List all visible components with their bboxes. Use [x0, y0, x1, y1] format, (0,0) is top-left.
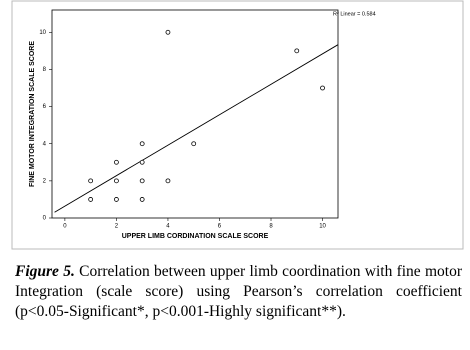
x-tick-label: 10: [319, 224, 326, 230]
point: [191, 141, 197, 147]
point: [139, 178, 145, 184]
point: [139, 197, 145, 202]
point: [88, 178, 94, 184]
point: [88, 197, 94, 202]
r2-annotation: R² Linear = 0.584: [333, 11, 376, 17]
y-tick-label: 8: [43, 67, 47, 73]
point: [294, 48, 300, 54]
x-tick-label: 2: [115, 224, 119, 230]
point: [114, 197, 119, 202]
y-tick-label: 6: [43, 104, 47, 110]
point: [139, 141, 145, 147]
chart: UPPER LIMB CORDINATION SCALE SCORE FINE …: [11, 0, 464, 250]
caption: Figure 5. Correlation between upper limb…: [15, 262, 462, 322]
y-tick-label: 0: [43, 216, 47, 222]
x-tick-label: 8: [269, 224, 273, 230]
point: [320, 85, 325, 91]
point: [114, 178, 119, 184]
x-tick-label: 4: [166, 224, 170, 230]
y-tick-label: 10: [39, 30, 46, 36]
y-tick-label: 2: [43, 178, 47, 184]
y-axis-label: FINE MOTOR INTEGRATION SCALE SCORE: [29, 41, 36, 187]
plot-area: [51, 9, 339, 219]
y-tick-label: 4: [43, 141, 47, 147]
point: [165, 178, 171, 184]
point: [114, 159, 119, 165]
x-tick-label: 6: [218, 224, 222, 230]
point: [165, 29, 171, 35]
caption-label: Figure 5.: [15, 263, 75, 280]
x-tick-label: 0: [63, 224, 67, 230]
caption-text: Correlation between upper limb coordinat…: [15, 263, 462, 320]
point: [139, 159, 145, 165]
x-axis-label: UPPER LIMB CORDINATION SCALE SCORE: [122, 233, 269, 240]
fit-line: [54, 44, 339, 213]
